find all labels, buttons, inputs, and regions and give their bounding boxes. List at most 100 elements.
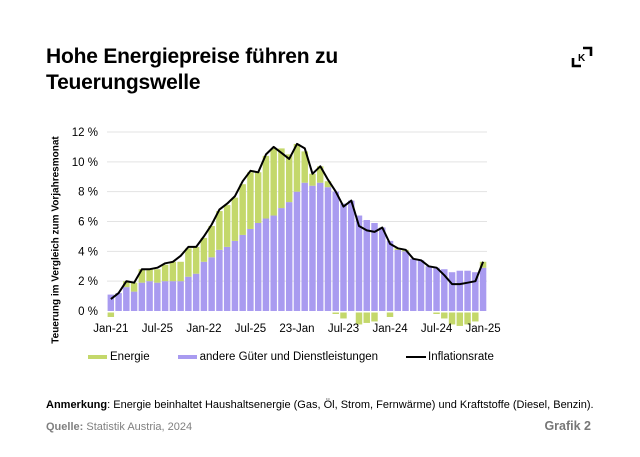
bar-andere [394,249,401,311]
legend-item-energie: Energie [88,351,150,363]
bar-energie [138,269,146,283]
bar-andere [161,281,169,311]
bar-andere [130,291,138,311]
legend: Energie andere Güter und Dienstleistunge… [88,351,522,363]
bar-andere [107,294,115,311]
bar-energie [247,172,254,229]
y-tick-label: 6 % [78,217,98,229]
y-tick-label: 0 % [78,306,98,318]
y-tick-label: 4 % [78,246,98,258]
bar-andere [115,293,122,311]
y-tick-label: 2 % [78,276,98,288]
k-corner-logo-icon: K [571,46,593,68]
source: Quelle: Statistik Austria, 2024 [46,421,192,433]
bar-energie [340,312,347,319]
footnote-text: : Energie beinhaltet Haushaltsenergie (G… [107,399,594,411]
bar-andere [146,281,153,311]
bar-andere [363,220,370,311]
bar-andere [371,222,378,311]
bar-andere [254,222,262,311]
bar-energie [332,312,339,314]
chart-title: Hohe Energiepreise führen zu Teuerungswe… [46,45,338,94]
bar-energie [130,282,138,292]
bar-energie [161,264,169,282]
bar-andere [285,202,293,311]
bar-energie [169,261,177,282]
svg-text:K: K [578,53,586,64]
bar-andere [316,182,324,311]
legend-item-inflationsrate: Inflationsrate [406,351,494,363]
bar-energie [371,312,378,322]
bar-andere [417,260,425,311]
bar-andere [123,287,130,311]
x-tick-label: Jan-24 [372,323,408,335]
bar-energie [301,151,308,183]
bar-energie [278,148,285,209]
bar-andere [433,267,440,311]
x-tick-label: Jul-25 [142,323,173,335]
x-tick-label: 23-Jan [279,323,314,335]
bar-energie [293,143,301,192]
bar-andere [379,227,386,311]
bar-andere [239,234,246,311]
source-text: Statistik Austria, 2024 [83,421,193,433]
bar-andere [185,276,192,311]
bar-energie [316,166,324,183]
bar-andere [169,281,177,311]
bar-andere [355,215,363,311]
line-inflationsrate [110,142,485,300]
footnote-label: Anmerkung [46,399,108,411]
y-tick-label: 10 % [72,157,98,169]
bar-andere [456,270,464,311]
bar-energie [448,312,456,325]
bar-energie [285,154,293,203]
source-label: Quelle: [46,421,84,433]
bar-energie [154,269,161,283]
bar-energie [262,155,270,219]
bar-andere [216,249,223,311]
bar-energie [192,246,200,274]
figure-number: Grafik 2 [544,419,591,433]
bar-energie [456,312,464,326]
x-tick-label: Jul-25 [235,323,266,335]
legend-swatch-andere [177,355,197,359]
bar-andere [472,272,479,311]
bar-energie [231,197,239,241]
bar-andere [340,203,347,311]
x-tick-label: Jul-23 [328,323,359,335]
y-tick-label: 12 % [72,127,98,139]
bar-andere [479,267,487,311]
bar-andere [293,191,301,311]
legend-label-andere: andere Güter und Dienstleistungen [199,351,379,363]
bar-energie [386,312,394,317]
bar-energie [123,281,130,288]
bar-energie [270,148,277,216]
bar-energie [254,172,262,223]
x-tick-label: Jul-24 [421,323,453,335]
legend-item-andere: andere Güter und Dienstleistungen [177,351,379,363]
bar-energie [216,211,223,250]
bar-energie [208,225,215,258]
bar-andere [278,208,285,311]
bar-andere [332,191,339,311]
bar-andere [223,246,231,311]
legend-label-energie: Energie [110,351,150,363]
bar-energie [479,261,487,268]
bar-andere [464,270,471,311]
bar-andere [247,228,254,311]
bar-andere [402,251,409,311]
legend-swatch-inflationsrate [406,356,427,358]
bar-energie [441,312,448,319]
bar-energie [472,312,479,322]
x-tick-label: Jan-25 [466,323,501,335]
bar-energie [324,181,332,188]
bar-energie [107,312,115,317]
bar-andere [231,240,239,311]
bar-energie [177,261,184,282]
bar-andere [448,272,456,311]
bar-andere [208,257,215,311]
bar-andere [410,258,417,311]
bar-andere [425,266,433,311]
bar-andere [386,240,394,311]
